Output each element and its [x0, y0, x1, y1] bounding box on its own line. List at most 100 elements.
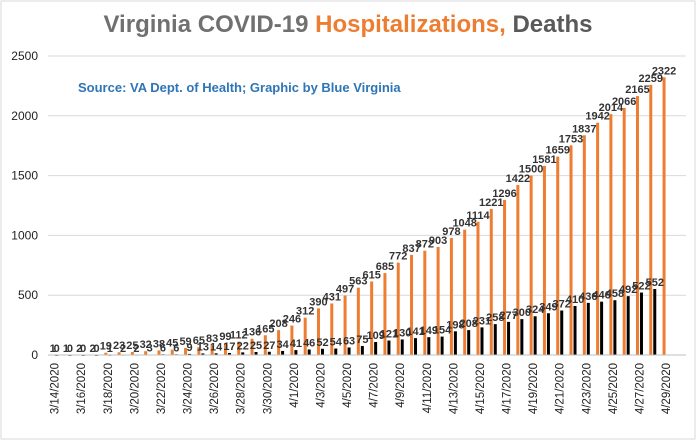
deaths-data-label: 13 — [197, 341, 209, 353]
hospitalizations-bar — [463, 229, 467, 355]
hospitalizations-bar — [556, 156, 560, 355]
source-annotation: Source: VA Dept. of Health; Graphic by B… — [78, 80, 401, 95]
hospitalizations-data-label: 903 — [429, 235, 447, 247]
deaths-data-label: 446 — [592, 290, 610, 302]
deaths-data-label: 46 — [303, 337, 315, 349]
y-tick-label: 2000 — [11, 109, 38, 123]
x-tick-label: 3/26/2020 — [209, 363, 221, 414]
deaths-bar — [267, 351, 271, 355]
deaths-data-label: 141 — [406, 326, 424, 338]
deaths-bar — [480, 327, 484, 355]
hospitalizations-data-label: 497 — [336, 284, 354, 296]
deaths-bar — [347, 347, 351, 355]
deaths-bar — [613, 300, 617, 355]
hospitalizations-bar — [436, 247, 440, 355]
hospitalizations-bar — [635, 96, 639, 355]
deaths-data-label: 54 — [330, 337, 343, 349]
deaths-data-label: 208 — [460, 318, 478, 330]
x-tick-label: 4/13/2020 — [448, 363, 460, 414]
hospitalizations-bar — [210, 345, 214, 355]
deaths-bar — [254, 352, 258, 355]
x-tick-label: 4/15/2020 — [475, 363, 487, 414]
hospitalizations-bar — [263, 335, 267, 355]
deaths-data-label: 0 — [93, 343, 99, 355]
hospitalizations-data-label: 1942 — [585, 111, 609, 123]
deaths-bar — [374, 341, 378, 355]
deaths-data-label: 1 — [107, 343, 113, 355]
deaths-data-label: 458 — [606, 288, 624, 300]
hospitalizations-bar — [184, 347, 188, 355]
deaths-data-label: 130 — [393, 327, 411, 339]
bars — [51, 77, 666, 356]
hospitalizations-data-label: 1422 — [506, 173, 530, 185]
hospitalizations-data-label: 837 — [402, 243, 420, 255]
hospitalizations-data-label: 25 — [126, 340, 138, 352]
deaths-data-label: 0 — [67, 343, 73, 355]
hospitalizations-data-label: 38 — [153, 338, 165, 350]
x-tick-label: 3/22/2020 — [156, 363, 168, 414]
chart-title: Virginia COVID-19 Hospitalizations, Deat… — [103, 11, 592, 38]
deaths-data-label: 75 — [356, 334, 368, 346]
hospitalizations-data-label: 2259 — [639, 73, 663, 85]
deaths-bar — [573, 305, 577, 355]
deaths-data-label: 2 — [120, 343, 126, 355]
deaths-bar — [214, 353, 218, 355]
deaths-data-label: 324 — [526, 304, 545, 316]
deaths-bar — [467, 330, 471, 355]
deaths-data-label: 0 — [80, 343, 86, 355]
deaths-bar — [639, 292, 643, 355]
hospitalizations-data-label: 45 — [166, 338, 178, 350]
deaths-bar — [387, 340, 391, 355]
deaths-data-label: 52 — [316, 337, 328, 349]
hospitalizations-bar — [117, 352, 121, 355]
deaths-data-label: 25 — [250, 340, 262, 352]
x-tick-label: 4/23/2020 — [581, 363, 593, 414]
x-tick-label: 4/19/2020 — [528, 363, 540, 414]
x-tick-label: 3/16/2020 — [76, 363, 88, 414]
deaths-data-label: 0 — [54, 343, 60, 355]
hospitalizations-bar — [662, 77, 666, 355]
hospitalizations-data-label: 615 — [362, 269, 380, 281]
deaths-bar — [334, 348, 338, 355]
y-tick-label: 1000 — [11, 228, 38, 242]
x-tick-label: 3/30/2020 — [262, 363, 274, 414]
hospitalizations-bar — [250, 338, 254, 355]
deaths-bar — [414, 338, 418, 355]
hospitalizations-data-label: 99 — [219, 331, 231, 343]
deaths-bar — [600, 301, 604, 355]
hospitalizations-data-label: 1 — [63, 343, 69, 355]
title-part-2: Hospitalizations, — [315, 11, 512, 38]
deaths-data-label: 17 — [223, 341, 235, 353]
hospitalizations-bar — [622, 107, 626, 355]
x-tick-label: 3/14/2020 — [50, 363, 62, 414]
hospitalizations-bar — [330, 303, 334, 355]
hospitalizations-bar — [237, 341, 241, 355]
deaths-data-label: 34 — [276, 339, 289, 351]
deaths-data-label: 149 — [420, 325, 438, 337]
hospitalizations-bar — [223, 343, 227, 355]
data-labels: 10 10 20 20 191 232 252 323 386 45659965138314991… — [50, 65, 677, 355]
x-tick-label: 4/17/2020 — [502, 363, 514, 414]
title-part-3: Deaths — [512, 11, 592, 38]
x-tick-label: 4/3/2020 — [315, 363, 327, 408]
deaths-bar — [307, 349, 311, 355]
y-tick-label: 500 — [18, 288, 38, 302]
deaths-bar — [586, 302, 590, 355]
x-tick-label: 4/5/2020 — [342, 363, 354, 408]
deaths-bar — [546, 313, 550, 355]
hospitalizations-data-label: 2014 — [599, 102, 624, 114]
hospitalizations-data-label: 1837 — [572, 123, 596, 135]
hospitalizations-bar — [157, 350, 161, 355]
hospitalizations-bar — [316, 308, 320, 355]
hospitalizations-bar — [410, 254, 414, 355]
deaths-data-label: 9 — [187, 342, 193, 354]
hospitalizations-bar — [596, 122, 600, 355]
deaths-data-label: 372 — [553, 299, 571, 311]
deaths-data-label: 14 — [210, 341, 223, 353]
deaths-data-label: 552 — [646, 277, 664, 289]
hospitalizations-data-label: 2165 — [625, 84, 649, 96]
deaths-data-label: 492 — [619, 284, 637, 296]
deaths-data-label: 22 — [237, 340, 249, 352]
hospitalizations-data-label: 685 — [376, 261, 394, 273]
deaths-data-label: 2 — [133, 343, 139, 355]
